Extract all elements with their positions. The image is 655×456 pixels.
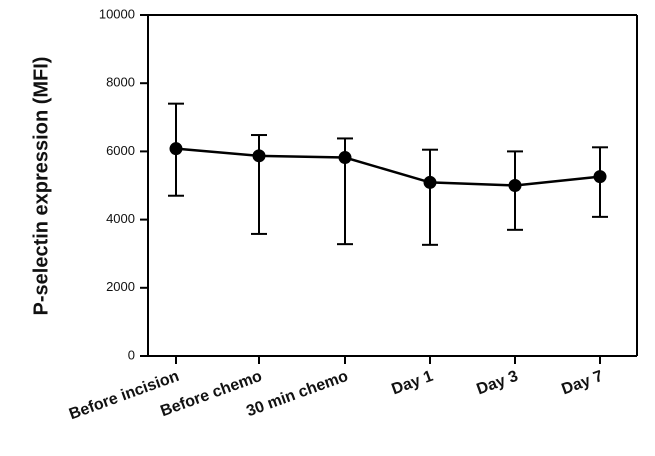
y-tick-label: 4000 bbox=[106, 211, 135, 226]
y-tick-label: 0 bbox=[128, 347, 135, 362]
y-axis-title: P-selectin expression (MFI) bbox=[30, 57, 52, 316]
data-point bbox=[593, 170, 607, 184]
y-tick-label: 10000 bbox=[99, 6, 135, 21]
data-point bbox=[423, 175, 437, 189]
error-bars bbox=[168, 102, 608, 246]
data-point bbox=[169, 142, 183, 156]
x-category-label: Day 3 bbox=[474, 368, 520, 399]
data-points bbox=[169, 142, 607, 192]
x-category-label: Day 7 bbox=[559, 368, 605, 399]
y-tick-label: 2000 bbox=[106, 279, 135, 294]
x-category-label: Day 1 bbox=[389, 368, 435, 399]
data-point bbox=[508, 179, 522, 192]
plot-area bbox=[147, 14, 638, 357]
data-point bbox=[338, 151, 352, 165]
y-tick-label: 6000 bbox=[106, 143, 135, 158]
series-line bbox=[175, 147, 601, 187]
data-point bbox=[252, 149, 266, 163]
y-tick-label: 8000 bbox=[106, 75, 135, 90]
y-ticks: 0 2000 4000 6000 8000 10000 bbox=[99, 6, 148, 362]
